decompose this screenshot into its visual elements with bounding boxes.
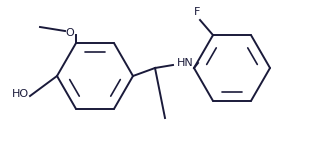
Text: O: O — [65, 28, 74, 38]
Text: HN: HN — [177, 58, 193, 68]
Text: F: F — [194, 7, 200, 17]
Text: HO: HO — [12, 89, 29, 99]
